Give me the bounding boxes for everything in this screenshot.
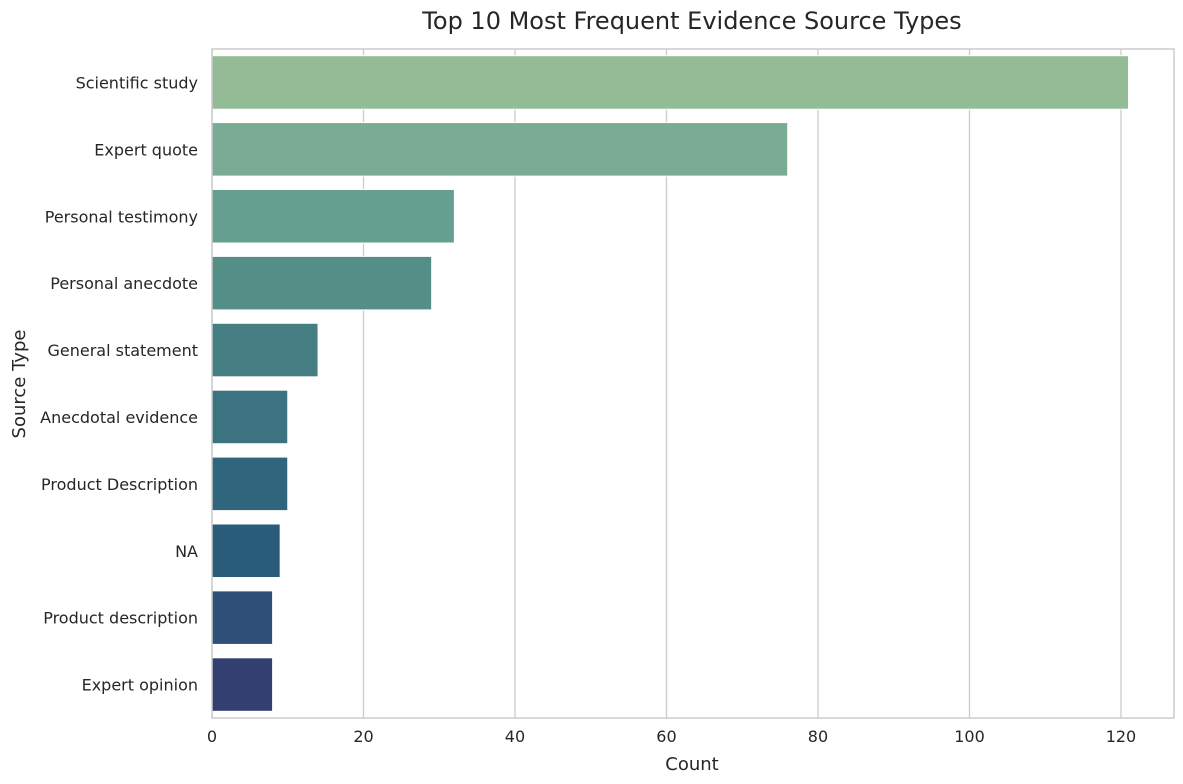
x-tick-label: 80 [808,727,828,746]
x-tick-label: 60 [656,727,676,746]
chart-title: Top 10 Most Frequent Evidence Source Typ… [421,7,961,35]
x-tick-label: 20 [353,727,373,746]
y-tick-label: Product Description [41,475,198,494]
bar-7 [211,523,281,579]
bars [211,55,1130,712]
bar-8 [211,590,274,645]
y-tick-label: Personal testimony [45,207,198,226]
y-tick-label: Anecdotal evidence [40,408,198,427]
x-tick-label: 100 [954,727,985,746]
y-tick-label: Scientific study [76,73,198,92]
bar-0 [211,55,1130,110]
y-tick-label: Expert opinion [82,676,198,695]
y-tick-label: General statement [47,341,198,360]
y-tick-label: NA [175,542,198,561]
x-axis-ticks: 0 20 40 60 80 100 120 [207,727,1136,746]
y-tick-label: Personal anecdote [50,274,198,293]
y-axis-ticks: Scientific study Expert quote Personal tes… [40,73,198,694]
bar-1 [211,122,789,177]
x-axis-label: Count [665,754,718,775]
x-tick-label: 40 [505,727,525,746]
bar-5 [211,389,289,445]
plot-frame [211,48,1175,719]
y-axis-label: Source Type [9,330,30,439]
bar-9 [211,657,274,712]
y-tick-label: Expert quote [94,140,198,159]
bar-4 [211,322,319,378]
bar-2 [211,188,455,244]
x-tick-label: 0 [207,727,217,746]
bar-3 [211,255,433,311]
y-tick-label: Product description [43,609,198,628]
x-tick-label: 120 [1106,727,1137,746]
bar-6 [211,456,289,512]
